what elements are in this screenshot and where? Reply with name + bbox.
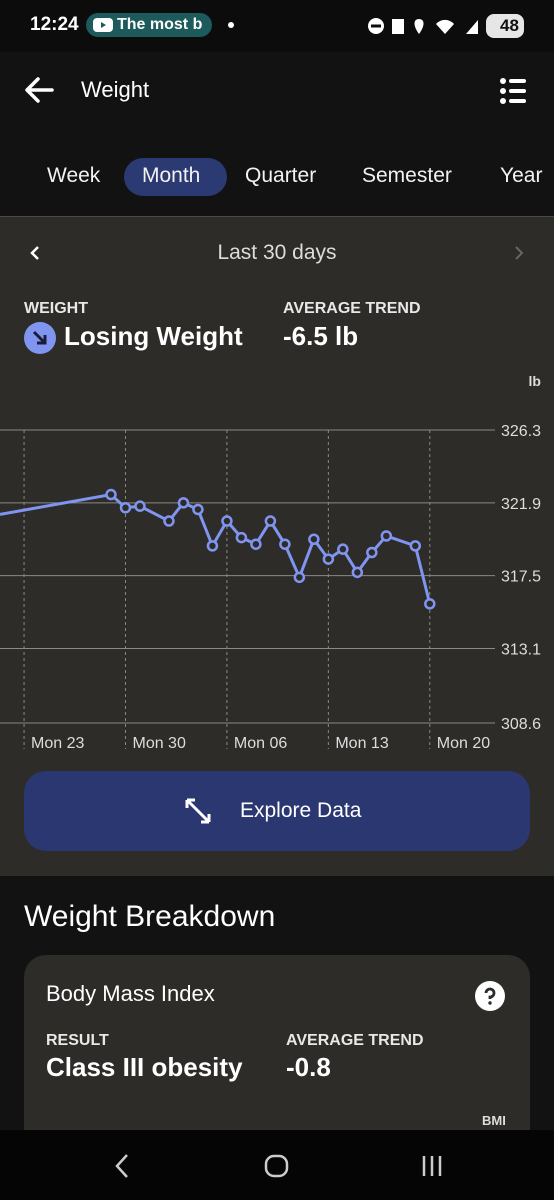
x-tick-label: Mon 20	[437, 735, 490, 752]
point	[380, 530, 393, 542]
y-tick-label: 326.3	[501, 423, 541, 440]
dot	[228, 22, 234, 28]
y-tick-label: 317.5	[501, 569, 541, 586]
page-title: Weight	[81, 77, 150, 102]
status-icons	[368, 18, 478, 34]
trend-value: -6.5 lb	[283, 321, 359, 351]
battery: 48	[486, 14, 524, 38]
help-button[interactable]	[475, 981, 505, 1011]
back-button[interactable]	[24, 76, 56, 104]
point	[424, 598, 436, 610]
range-label: Last 30 days	[217, 241, 337, 264]
point	[308, 533, 320, 546]
point	[293, 571, 306, 584]
explore-button[interactable]: Explore Data	[24, 771, 530, 851]
next-button[interactable]	[512, 245, 526, 261]
weight-status: Losing Weight	[64, 321, 243, 351]
notification-chip: The most b	[86, 13, 212, 37]
point	[409, 540, 422, 552]
chart-panel	[0, 216, 554, 876]
y-axis-label: lb	[529, 373, 541, 389]
point	[235, 531, 248, 544]
result-label: RESULT	[46, 1032, 109, 1049]
weight-label: WEIGHT	[24, 300, 88, 317]
x-tick-label: Mon 23	[31, 735, 84, 752]
point	[250, 538, 262, 550]
clock: 12:24	[30, 14, 79, 35]
point	[206, 540, 219, 552]
x-tick-label: Mon 13	[335, 735, 388, 752]
tab[interactable]: Week	[47, 164, 101, 187]
result-value: Class III obesity	[46, 1052, 243, 1082]
y-tick-label: 308.6	[501, 716, 541, 733]
point	[337, 543, 349, 555]
axis-label: BMI	[482, 1113, 506, 1128]
tab[interactable]: Month	[142, 164, 201, 187]
tab[interactable]: Semester	[362, 164, 452, 187]
trend-icon	[24, 322, 56, 354]
point	[177, 497, 190, 509]
button-label: Explore Data	[240, 799, 362, 822]
expand-icon	[185, 798, 211, 824]
youtube-icon	[93, 18, 113, 32]
tab[interactable]: Year	[500, 164, 543, 187]
x-tick-label: Mon 06	[234, 735, 287, 752]
tab[interactable]: Quarter	[245, 164, 317, 187]
point	[221, 515, 233, 527]
y-tick-label: 321.9	[501, 496, 541, 513]
prev-button[interactable]	[28, 245, 42, 261]
nav-buttons[interactable]	[110, 1152, 450, 1180]
trend-value: -0.8	[286, 1052, 331, 1082]
bmi-card: Body Mass Index RESULT Class III obesity…	[24, 955, 530, 1155]
point	[192, 503, 204, 516]
point	[105, 488, 117, 501]
point	[366, 546, 378, 559]
point	[134, 500, 146, 512]
selected-tab-bg	[124, 158, 227, 196]
trend-label: AVERAGE TREND	[283, 300, 421, 317]
point	[351, 566, 364, 579]
section-title: Weight Breakdown	[24, 900, 276, 933]
notification-text: The most b	[117, 16, 203, 33]
menu-button[interactable]	[500, 78, 528, 104]
point	[322, 553, 335, 565]
series-line	[0, 493, 432, 605]
card-title: Body Mass Index	[46, 981, 215, 1006]
x-tick-label: Mon 30	[132, 735, 185, 752]
y-tick-label: 313.1	[501, 642, 541, 659]
chart: lb 326.3 321.9 317.5 313.1 308.6 Mon 23 Mon 30 M…	[0, 373, 541, 752]
nav-bar	[0, 1130, 554, 1200]
battery-level: 48	[500, 16, 519, 35]
point	[264, 515, 277, 527]
point	[279, 538, 291, 550]
point	[163, 515, 175, 527]
point	[119, 502, 132, 514]
trend-label: AVERAGE TREND	[286, 1032, 424, 1049]
